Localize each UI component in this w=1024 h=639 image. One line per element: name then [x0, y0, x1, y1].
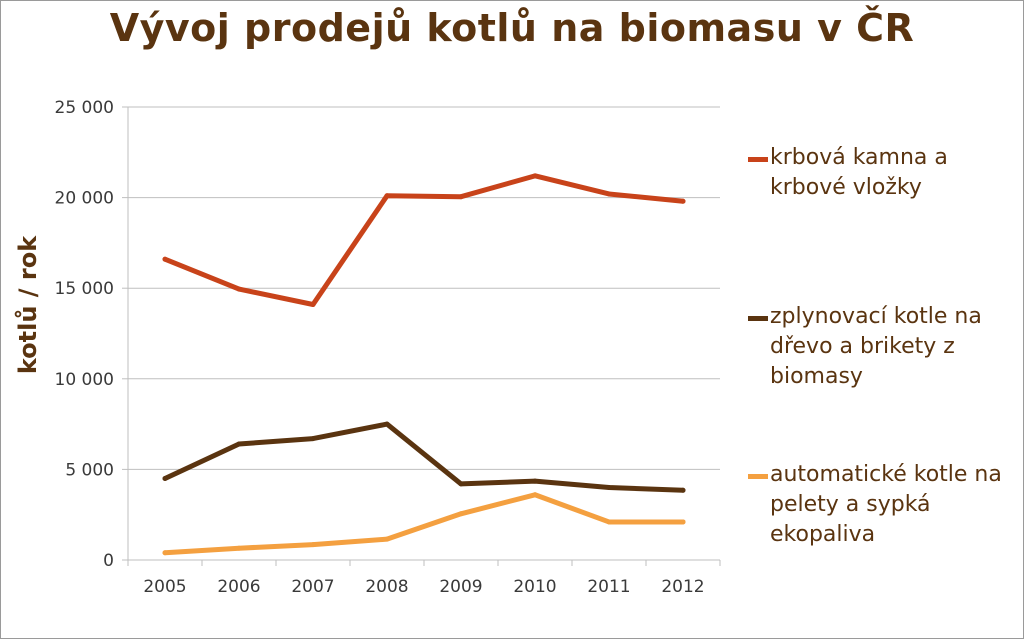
- data-point: [680, 198, 686, 204]
- data-point: [532, 173, 538, 179]
- x-tick-label: 2008: [365, 577, 408, 597]
- legend-item-automaticke-kotle: automatické kotle na pelety a sypká ekop…: [748, 460, 1018, 550]
- data-point: [384, 421, 390, 427]
- data-point: [236, 545, 242, 551]
- legend-swatch: [748, 474, 768, 479]
- y-tick-label: 20 000: [55, 189, 114, 209]
- data-point: [162, 256, 168, 262]
- legend-swatch: [748, 316, 768, 321]
- legend-item-zplynovaci-kotle: zplynovací kotle na dřevo a brikety z bi…: [748, 302, 1018, 392]
- data-point: [458, 194, 464, 200]
- y-tick-label: 0: [103, 551, 114, 571]
- series-lines: [162, 173, 686, 556]
- data-point: [236, 286, 242, 292]
- legend-label: zplynovací kotle na dřevo a brikety z bi…: [770, 304, 982, 389]
- data-point: [236, 441, 242, 447]
- data-point: [162, 550, 168, 556]
- data-point: [310, 436, 316, 442]
- data-point: [384, 193, 390, 199]
- x-tick-label: 2012: [661, 577, 704, 597]
- x-tick-label: 2007: [291, 577, 334, 597]
- y-tick-label: 15 000: [55, 279, 114, 299]
- series-line-0: [162, 173, 686, 308]
- y-axis-label: kotlů / rok: [14, 235, 42, 374]
- legend-label: krbová kamna a krbové vložky: [770, 145, 948, 200]
- y-tick-label: 25 000: [55, 98, 114, 118]
- data-point: [162, 475, 168, 481]
- data-point: [606, 519, 612, 525]
- x-tick-label: 2010: [513, 577, 556, 597]
- data-point: [680, 487, 686, 493]
- data-point: [458, 511, 464, 517]
- data-point: [680, 519, 686, 525]
- x-tick-label: 2009: [439, 577, 482, 597]
- y-tick-label: 10 000: [55, 370, 114, 390]
- gridlines: [127, 106, 720, 561]
- x-tick-label: 2006: [217, 577, 260, 597]
- data-point: [606, 485, 612, 491]
- legend-label: automatické kotle na pelety a sypká ekop…: [770, 462, 1002, 547]
- y-tick-label: 5 000: [65, 460, 114, 480]
- data-point: [310, 302, 316, 308]
- series-line-1: [162, 421, 686, 493]
- data-point: [532, 478, 538, 484]
- data-point: [384, 536, 390, 542]
- data-point: [310, 542, 316, 548]
- x-axis-ticks: 2005 2006 2007 2008 2009 2010 2011 2012: [127, 560, 721, 597]
- series-line-2: [162, 492, 686, 556]
- legend-item-krbova-kamna: krbová kamna a krbové vložky: [748, 143, 1018, 203]
- x-tick-label: 2011: [587, 577, 630, 597]
- data-point: [532, 492, 538, 498]
- legend-swatch: [748, 157, 768, 162]
- y-axis-ticks: 0 5 000 10 000 15 000 20 000 25 000: [55, 98, 128, 571]
- x-tick-label: 2005: [143, 577, 186, 597]
- data-point: [606, 191, 612, 197]
- chart-title: Vývoj prodejů kotlů na biomasu v ČR: [109, 6, 915, 50]
- data-point: [458, 481, 464, 487]
